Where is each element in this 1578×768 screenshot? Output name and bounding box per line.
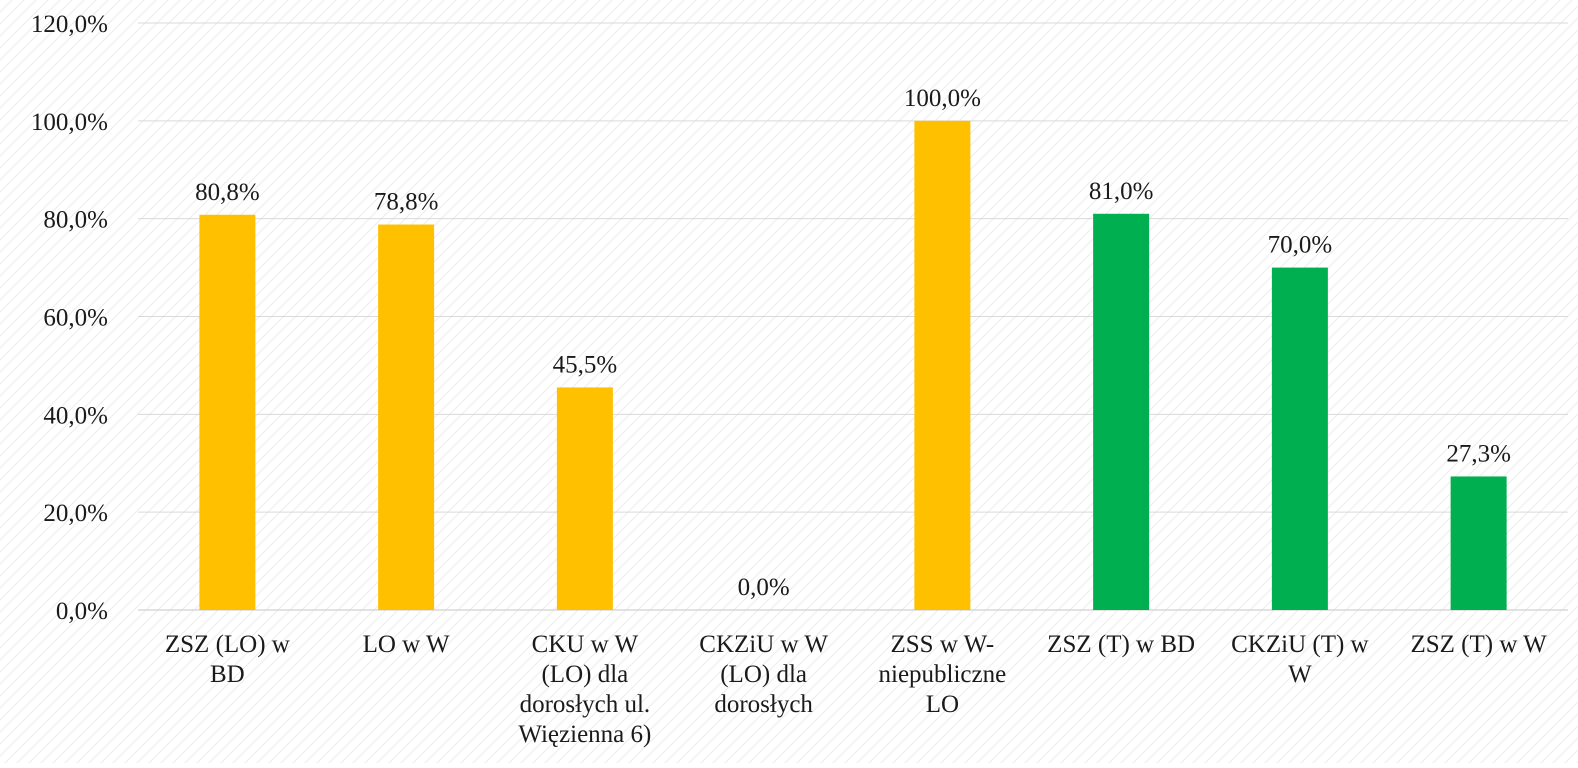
x-tick-label-line: Więzienna 6) <box>518 721 651 748</box>
x-tick-label-line: ZSZ (T) w W <box>1410 631 1547 658</box>
x-tick-label-line: ZSZ (LO) w <box>165 631 290 658</box>
x-tick-label-line: CKZiU w W <box>699 631 828 658</box>
x-tick-label-line: ZSZ (T) w BD <box>1047 631 1195 658</box>
data-label: 80,8% <box>195 179 260 206</box>
x-tick-label-line: CKZiU (T) w <box>1231 631 1368 658</box>
x-tick-label-line: dorosłych <box>714 691 813 718</box>
x-tick-label: ZSZ (LO) w BD <box>165 631 290 688</box>
x-tick-label: LO w W <box>363 631 450 658</box>
y-tick-label: 40,0% <box>43 402 108 429</box>
x-tick-label: CKU w W (LO) dla dorosłych ul. Więzienna 6) <box>518 631 651 748</box>
bar <box>1450 476 1507 610</box>
x-tick-label: CKZiU w W (LO) dla dorosłych <box>699 631 828 718</box>
x-tick-label: ZSZ (T) w W <box>1410 631 1547 658</box>
bar <box>914 120 971 610</box>
data-label: 70,0% <box>1268 232 1333 259</box>
y-tick-label: 120,0% <box>31 11 108 38</box>
data-label: 45,5% <box>553 351 618 378</box>
x-axis-tick-labels: ZSZ (LO) w BD LO w W CKU w W (LO) dla dorosły… <box>165 631 1547 748</box>
x-tick-label-line: dorosłych ul. <box>520 691 651 718</box>
data-labels: 80,8% 78,8% 45,5% 0,0% 100,0% 81,0% 70,0% 27,3% <box>195 85 1511 601</box>
y-tick-label: 80,0% <box>43 207 108 234</box>
bars <box>199 120 1507 610</box>
y-tick-label: 20,0% <box>43 500 108 527</box>
x-tick-label-line: niepubliczne <box>879 661 1007 688</box>
x-tick-label: ZSS w W-niepubliczne LO <box>879 631 1007 718</box>
y-tick-label: 60,0% <box>43 305 108 332</box>
data-label: 0,0% <box>738 574 790 601</box>
gridlines <box>138 22 1568 611</box>
x-tick-label-line: (LO) dla <box>541 661 628 688</box>
x-tick-label-line: CKU w W <box>532 631 639 658</box>
data-label: 100,0% <box>904 85 981 112</box>
x-tick-label-line: W <box>1288 661 1312 688</box>
y-axis-tick-labels: 0,0% 20,0% 40,0% 60,0% 80,0% 100,0% 120,0% <box>31 11 108 625</box>
bar <box>199 214 256 610</box>
x-tick-label-line: ZSS w W- <box>891 631 995 658</box>
data-label: 78,8% <box>374 189 439 216</box>
bar <box>1093 213 1150 610</box>
y-tick-label: 100,0% <box>31 109 108 136</box>
x-tick-label: CKZiU (T) w W <box>1231 631 1368 688</box>
x-tick-label-line: LO w W <box>363 631 450 658</box>
x-tick-label-line: BD <box>210 661 245 688</box>
x-tick-label-line: LO <box>926 691 959 718</box>
bar <box>378 224 435 610</box>
x-tick-label: ZSZ (T) w BD <box>1047 631 1195 658</box>
x-tick-label-line: (LO) dla <box>720 661 807 688</box>
bar <box>1271 267 1328 610</box>
data-label: 27,3% <box>1446 440 1511 467</box>
y-tick-label: 0,0% <box>56 598 108 625</box>
data-label: 81,0% <box>1089 178 1154 205</box>
bar <box>556 387 613 610</box>
